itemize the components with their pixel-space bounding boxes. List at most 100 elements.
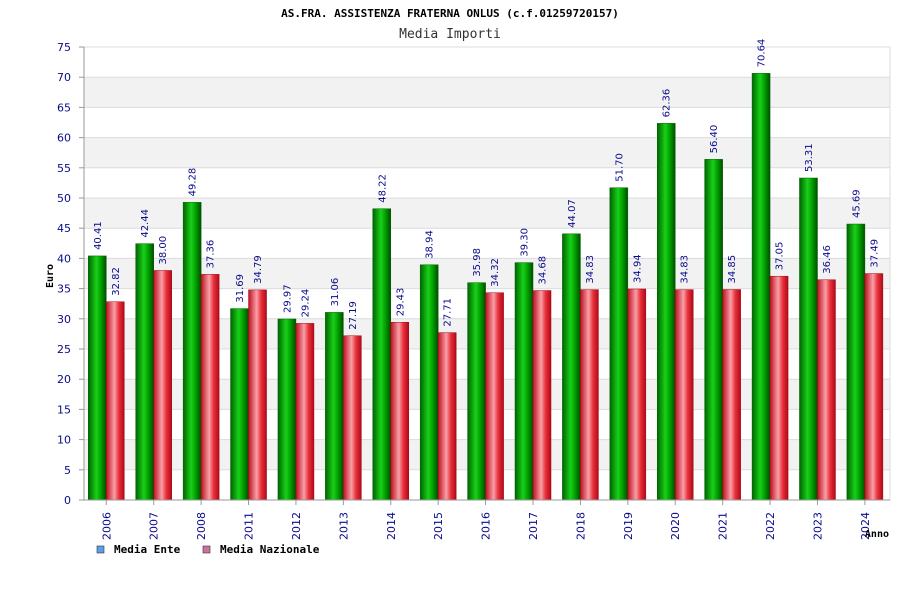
value-label-media-ente-2006: 40.41 bbox=[93, 221, 104, 250]
value-label-media-nazionale-2022: 37.05 bbox=[775, 242, 786, 271]
x-tick-label-2023: 2023 bbox=[811, 512, 824, 540]
y-axis-label: Euro bbox=[45, 264, 56, 288]
x-tick-label-2014: 2014 bbox=[385, 512, 398, 540]
x-tick-label-2020: 2020 bbox=[669, 512, 682, 540]
value-label-media-nazionale-2020: 34.83 bbox=[680, 255, 691, 284]
y-tick-label: 0 bbox=[64, 494, 71, 507]
bar-media-ente-2013 bbox=[325, 312, 344, 501]
bar-media-nazionale-2022 bbox=[769, 275, 789, 501]
value-label-media-ente-2021: 56.40 bbox=[709, 125, 720, 154]
x-tick-label-2022: 2022 bbox=[764, 512, 777, 540]
value-label-media-nazionale-2014: 29.43 bbox=[395, 288, 406, 317]
bar-media-nazionale-2011 bbox=[248, 289, 267, 501]
legend-swatch-media-nazionale bbox=[202, 545, 211, 554]
bar-media-nazionale-2013 bbox=[343, 335, 362, 501]
x-tick-label-2016: 2016 bbox=[480, 512, 493, 540]
legend-label-media-nazionale: Media Nazionale bbox=[220, 543, 320, 556]
y-tick-label: 70 bbox=[57, 71, 71, 84]
legend-label-media-ente: Media Ente bbox=[114, 543, 181, 556]
bar-media-ente-2006 bbox=[88, 255, 107, 501]
y-tick-label: 30 bbox=[57, 313, 71, 326]
y-tick-label: 60 bbox=[57, 132, 71, 145]
x-tick-label-2024: 2024 bbox=[859, 512, 872, 540]
bar-media-nazionale-2023 bbox=[817, 279, 836, 501]
value-label-media-ente-2012: 29.97 bbox=[282, 284, 293, 313]
bar-media-ente-2008 bbox=[182, 202, 202, 501]
bar-media-ente-2019 bbox=[609, 187, 629, 501]
bar-media-nazionale-2024 bbox=[864, 273, 884, 501]
value-label-media-nazionale-2011: 34.79 bbox=[253, 255, 264, 284]
y-tick-label: 35 bbox=[57, 283, 71, 296]
value-label-media-nazionale-2019: 34.94 bbox=[632, 254, 643, 283]
x-tick-label-2012: 2012 bbox=[290, 512, 303, 540]
value-label-media-nazionale-2017: 34.68 bbox=[538, 256, 549, 285]
y-tick-label: 10 bbox=[57, 434, 71, 447]
value-label-media-nazionale-2008: 37.36 bbox=[206, 240, 217, 269]
x-tick-label-2011: 2011 bbox=[243, 512, 256, 540]
bar-media-ente-2016 bbox=[467, 282, 486, 501]
y-tick-label: 15 bbox=[57, 403, 71, 416]
value-label-media-nazionale-2016: 34.32 bbox=[490, 258, 501, 287]
x-tick-label-2018: 2018 bbox=[574, 512, 587, 540]
x-tick-label-2013: 2013 bbox=[337, 512, 350, 540]
bar-media-nazionale-2016 bbox=[485, 292, 504, 501]
y-tick-label: 65 bbox=[57, 101, 71, 114]
x-tick-label-2019: 2019 bbox=[622, 512, 635, 540]
value-label-media-ente-2014: 48.22 bbox=[377, 174, 388, 203]
bar-media-ente-2022 bbox=[751, 73, 771, 501]
value-label-media-nazionale-2015: 27.71 bbox=[443, 298, 454, 327]
x-tick-label-2017: 2017 bbox=[527, 512, 540, 540]
y-axis-ticks: 0 5 10 15 20 25 30 35 40 45 50 55 60 65 70 75 bbox=[57, 41, 84, 507]
bar-media-nazionale-2020 bbox=[674, 289, 694, 501]
bar-media-nazionale-2021 bbox=[722, 289, 741, 501]
value-label-media-nazionale-2013: 27.19 bbox=[348, 301, 359, 330]
value-label-media-ente-2022: 70.64 bbox=[757, 39, 768, 68]
value-label-media-ente-2011: 31.69 bbox=[235, 274, 246, 303]
x-tick-label-2021: 2021 bbox=[717, 512, 730, 540]
value-label-media-nazionale-2023: 36.46 bbox=[822, 245, 833, 274]
value-label-media-ente-2008: 49.28 bbox=[188, 168, 199, 197]
x-tick-label-2015: 2015 bbox=[432, 512, 445, 540]
value-label-media-ente-2007: 42.44 bbox=[140, 209, 151, 238]
bar-media-ente-2021 bbox=[704, 159, 723, 501]
x-axis-label: Anno bbox=[865, 529, 889, 540]
value-label-media-ente-2015: 38.94 bbox=[425, 230, 436, 259]
bar-media-nazionale-2008 bbox=[200, 274, 220, 501]
bar-media-ente-2011 bbox=[230, 308, 249, 501]
y-tick-label: 5 bbox=[64, 464, 71, 477]
bar-media-ente-2014 bbox=[372, 208, 392, 501]
y-tick-label: 20 bbox=[57, 373, 71, 386]
bar-media-ente-2024 bbox=[846, 223, 866, 501]
bar-media-nazionale-2017 bbox=[532, 290, 552, 501]
y-tick-label: 75 bbox=[57, 41, 71, 54]
value-label-media-nazionale-2006: 32.82 bbox=[111, 267, 122, 296]
value-label-media-nazionale-2024: 37.49 bbox=[869, 239, 880, 268]
value-label-media-ente-2019: 51.70 bbox=[614, 153, 625, 182]
bar-media-nazionale-2015 bbox=[437, 332, 457, 501]
x-tick-label-2006: 2006 bbox=[100, 512, 113, 540]
value-label-media-ente-2016: 35.98 bbox=[472, 248, 483, 277]
value-label-media-ente-2018: 44.07 bbox=[567, 199, 578, 228]
bar-media-nazionale-2006 bbox=[106, 301, 125, 501]
value-label-media-ente-2013: 31.06 bbox=[330, 278, 341, 307]
y-tick-label: 25 bbox=[57, 343, 71, 356]
legend-swatch-media-ente bbox=[96, 545, 105, 554]
value-label-media-nazionale-2012: 29.24 bbox=[300, 289, 311, 318]
value-label-media-nazionale-2018: 34.83 bbox=[585, 255, 596, 284]
bar-media-ente-2017 bbox=[514, 262, 534, 501]
value-label-media-nazionale-2021: 34.85 bbox=[727, 255, 738, 284]
chart-subtitle: Media Importi bbox=[399, 27, 501, 42]
x-axis-ticks: 2006 2007 2008 2011 2012 2013 2014 2015 2016 2017… bbox=[100, 500, 872, 540]
value-label-media-ente-2017: 39.30 bbox=[520, 228, 531, 257]
value-label-media-ente-2023: 53.31 bbox=[804, 143, 815, 172]
y-tick-label: 45 bbox=[57, 222, 71, 235]
chart-title: AS.FRA. ASSISTENZA FRATERNA ONLUS (c.f.0… bbox=[281, 7, 619, 20]
bar-media-ente-2007 bbox=[135, 243, 154, 501]
value-label-media-ente-2020: 62.36 bbox=[662, 89, 673, 118]
x-tick-label-2008: 2008 bbox=[195, 512, 208, 540]
bar-media-ente-2018 bbox=[562, 233, 581, 501]
x-tick-label-2007: 2007 bbox=[148, 512, 161, 540]
legend: Media Ente Media Nazionale bbox=[96, 543, 320, 556]
bar-media-nazionale-2018 bbox=[580, 289, 599, 501]
